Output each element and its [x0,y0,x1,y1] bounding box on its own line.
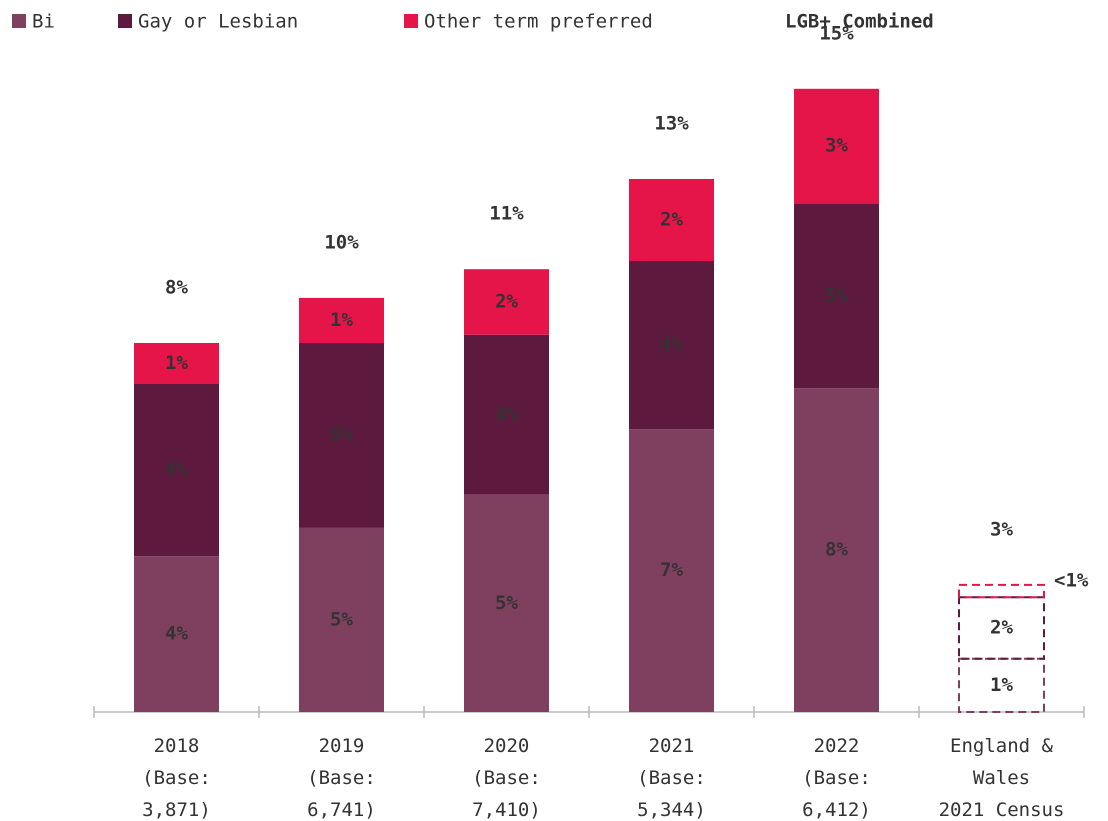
x-tick-line: (Base: [472,767,541,789]
data-label: 3% [825,135,848,157]
bar-segment [958,596,1045,660]
bar-segment [299,297,384,343]
total-label: 15% [819,22,854,44]
total-label: 10% [324,231,359,253]
legend-label: Other term preferred [424,11,653,33]
legend-swatch [118,14,132,28]
x-tick-line: 2020 [484,735,530,757]
data-label: 5% [825,284,848,306]
data-label: 2% [495,291,518,313]
bar-segment [794,88,879,204]
x-tick-line: 2021 [649,735,695,757]
data-label: 5% [330,424,353,446]
x-tick-label: 2021 (Base: 5,344) [637,735,706,821]
legend-label: Bi [32,11,55,33]
x-tick-line: (Base: [142,767,211,789]
data-label: 8% [825,539,848,561]
total-label: 11% [489,203,524,225]
legend-swatch [404,14,418,28]
bar-segment [134,343,219,384]
bar-segment [464,494,549,712]
x-tick-line: (Base: [802,767,871,789]
bar-segment [134,384,219,557]
data-label: 4% [660,334,683,356]
bar-segment [299,527,384,712]
x-tick-line: 5,344) [637,799,706,821]
x-tick-label: 2022 (Base: 6,412) [802,735,871,821]
total-label: 3% [990,518,1013,540]
data-label: 1% [330,309,353,331]
x-tick-label: 2019 (Base: 6,741) [307,735,376,821]
x-tick-label: 2018 (Base: 3,871) [142,735,211,821]
x-tick-line: 2018 [154,735,200,757]
x-tick-line: (Base: [307,767,376,789]
x-tick-line: 3,871) [142,799,211,821]
x-tick-line: (Base: [637,767,706,789]
data-label: 2% [990,616,1013,638]
bar-segment [134,556,219,712]
bar-segment [794,388,879,712]
legend-label: Gay or Lesbian [138,11,298,33]
x-tick-line: 7,410) [472,799,541,821]
data-label: <1% [1054,569,1089,591]
bar-segment [629,179,714,261]
data-label: 4% [495,403,518,425]
bar-segment [464,269,549,335]
bar-segment [629,429,714,712]
total-label: 13% [654,113,689,135]
x-tick-line: 6,741) [307,799,376,821]
x-tick-line: 6,412) [802,799,871,821]
x-tick-line: England & [950,735,1054,757]
bar-segment [629,261,714,430]
legend-total: LGB+ Combined [785,11,934,33]
data-label: 7% [660,559,683,581]
bar-segment [464,334,549,495]
x-tick-line: 2021 Census [939,799,1065,821]
x-tick-line: 2019 [319,735,365,757]
bar-segment [299,343,384,528]
bar-segment [794,203,879,389]
x-tick-line: Wales [973,767,1030,789]
data-label: 2% [660,209,683,231]
x-tick-line: 2022 [814,735,860,757]
bar-segment [958,583,1045,599]
legend-swatch [12,14,26,28]
x-tick-label: England & Wales 2021 Census [939,735,1065,821]
total-label: 8% [165,277,188,299]
data-label: 4% [165,623,188,645]
data-label: 5% [330,608,353,630]
data-label: 5% [495,592,518,614]
data-label: 1% [165,352,188,374]
data-label: 4% [165,459,188,481]
data-label: 1% [990,674,1013,696]
x-tick-label: 2020 (Base: 7,410) [472,735,541,821]
